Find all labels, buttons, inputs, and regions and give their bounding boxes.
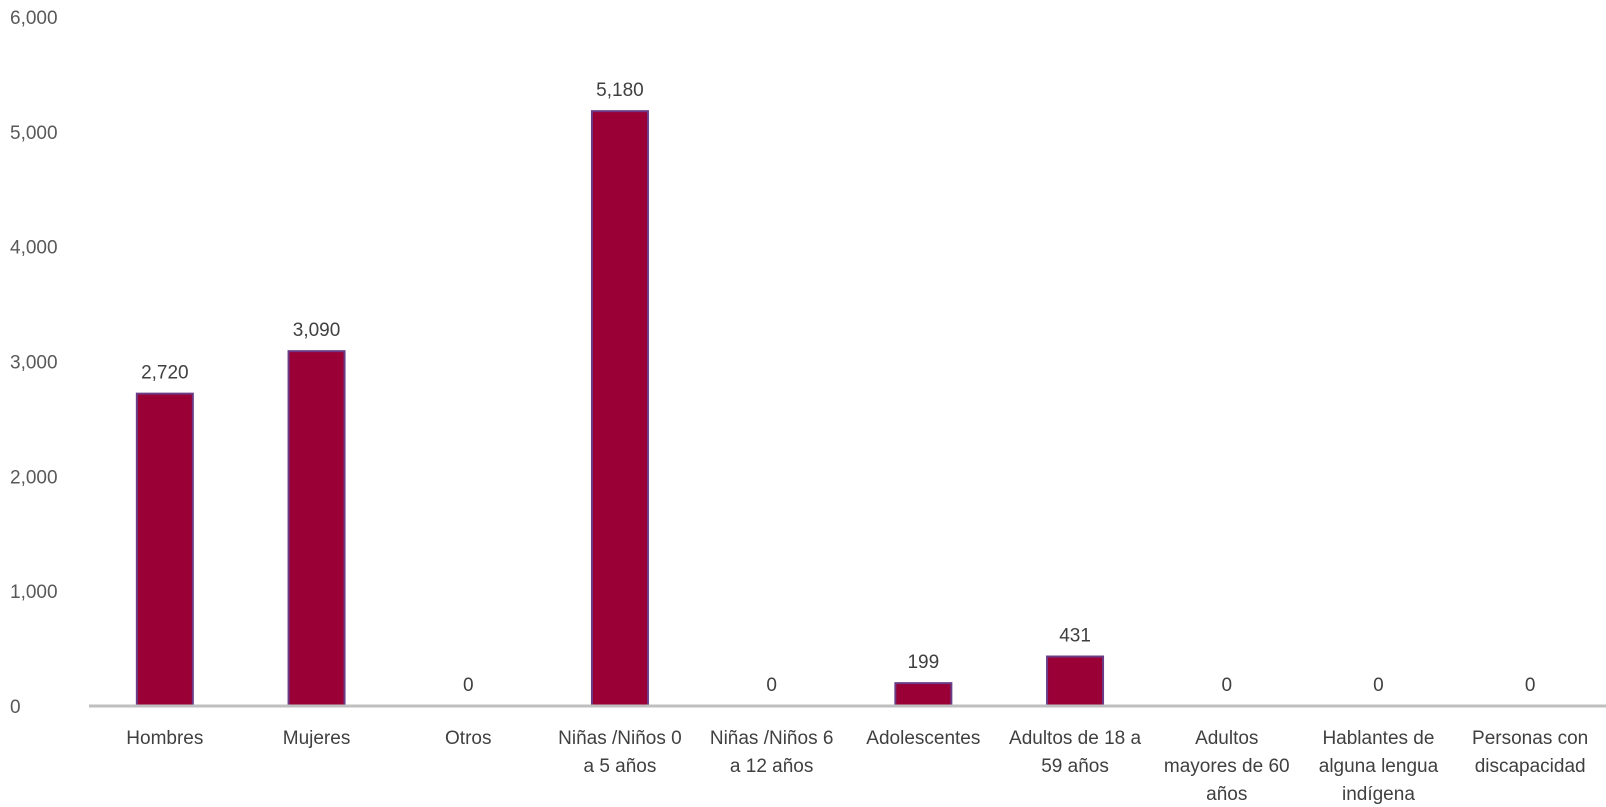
y-tick-label: 3,000: [10, 353, 58, 374]
y-axis-ticks: 0 1,000 2,000 3,000 4,000 5,000 6,000: [10, 8, 58, 718]
x-tick-label: Otros: [445, 728, 491, 749]
data-label: 3,090: [293, 320, 341, 341]
data-label: 199: [907, 652, 939, 673]
y-tick-label: 4,000: [10, 238, 58, 259]
y-tick-label: 6,000: [10, 8, 58, 29]
x-tick-label: Personas con discapacidad: [1472, 728, 1588, 777]
y-tick-label: 2,000: [10, 467, 58, 488]
bar: [894, 682, 953, 708]
data-label: 0: [1221, 675, 1232, 696]
x-tick-label: Adultos mayores de 60 años: [1164, 728, 1290, 805]
y-tick-label: 5,000: [10, 123, 58, 144]
data-label: 0: [766, 675, 777, 696]
data-label: 0: [1373, 675, 1384, 696]
data-label: 431: [1059, 626, 1091, 647]
x-tick-label: Mujeres: [283, 728, 351, 749]
data-label: 0: [1525, 675, 1536, 696]
data-labels: 2,720 3,090 0 5,180 0 199 431 0 0 0: [141, 80, 1535, 696]
bar: [135, 392, 194, 707]
bar: [590, 110, 649, 707]
x-tick-label: Hablantes de alguna lengua indígena: [1319, 728, 1439, 805]
data-label: 2,720: [141, 363, 189, 384]
bars: [135, 110, 1105, 708]
x-tick-label: Adultos de 18 a 59 años: [1009, 728, 1141, 777]
bar: [1046, 655, 1105, 708]
y-tick-label: 1,000: [10, 582, 58, 603]
x-tick-label: Hombres: [126, 728, 203, 749]
x-tick-label: Adolescentes: [866, 728, 980, 749]
data-label: 0: [463, 675, 474, 696]
data-label: 5,180: [596, 80, 644, 101]
y-tick-label: 0: [10, 697, 21, 718]
bar: [287, 350, 346, 707]
